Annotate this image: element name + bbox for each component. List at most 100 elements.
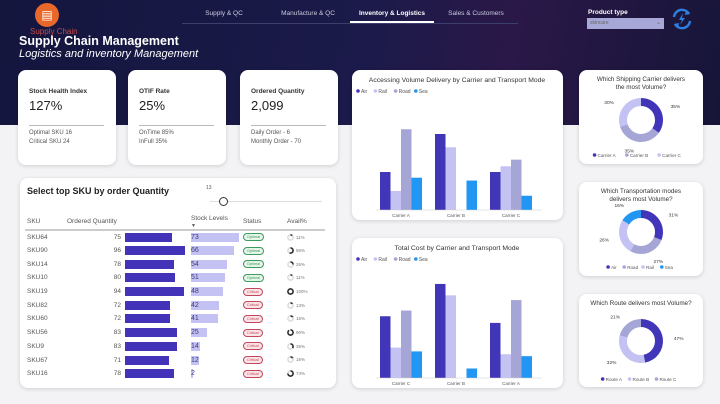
legend-label: Sea: [419, 89, 428, 95]
legend-label: Road: [399, 257, 411, 263]
col-avail[interactable]: Avail%: [287, 218, 307, 225]
avail-value: 13%: [296, 302, 306, 308]
donut-slice[interactable]: [641, 98, 663, 133]
slider-handle[interactable]: [219, 197, 228, 206]
bar[interactable]: [466, 368, 478, 379]
table-row[interactable]: SKU14 78 54 Optimal 26%: [25, 257, 325, 271]
legend-label: Rail: [378, 257, 387, 263]
table-row[interactable]: SKU64 75 73 Optimal 11%: [25, 230, 325, 244]
kpi-detail: Optimal SKU 16: [29, 130, 73, 136]
donut-slice[interactable]: [630, 237, 662, 254]
bar[interactable]: [380, 172, 391, 210]
legend-label: Route A: [606, 377, 623, 382]
legend-marker: [657, 153, 661, 157]
table-row[interactable]: SKU56 83 25 Critical 90%: [25, 326, 325, 340]
tab-supply-qc[interactable]: Supply & QC: [205, 10, 243, 17]
qty-cell: 72: [113, 301, 121, 309]
stock-bar: 48: [191, 287, 223, 297]
legend-marker: [393, 257, 398, 261]
bar[interactable]: [521, 195, 533, 210]
top-n-slider[interactable]: [210, 201, 322, 202]
qty-bar: [125, 300, 170, 310]
donut-slice[interactable]: [641, 210, 663, 241]
sort-desc-icon: ▼: [191, 222, 196, 229]
kpi-title: OTIF Rate: [139, 88, 170, 95]
kpi-detail: InFull 35%: [139, 139, 168, 145]
table-row[interactable]: SKU9 83 14 Critical 35%: [25, 340, 325, 354]
tab-manufacture-qc[interactable]: Manufacture & QC: [281, 10, 335, 17]
chart-title: Which Transportation modes delivers most …: [601, 188, 681, 203]
legend-marker: [414, 257, 418, 261]
kpi-detail: Daily Order - 6: [251, 130, 291, 136]
bar[interactable]: [411, 177, 423, 210]
sku-cell: SKU56: [27, 329, 48, 337]
bar[interactable]: [401, 310, 412, 378]
legend-label: Route B: [633, 377, 650, 382]
table-row[interactable]: SKU67 71 12 Critical 16%: [25, 353, 325, 367]
col-stock-levels-label: Stock Levels: [191, 214, 228, 222]
status-badge: Optimal: [243, 246, 265, 255]
product-type-dropdown[interactable]: skincare ⌄: [587, 18, 664, 29]
carrier-donut-chart: Which Shipping Carrier delivers the most …: [592, 76, 685, 158]
kpi-divider: [139, 125, 214, 126]
category-label: Carrier C: [392, 381, 411, 386]
status-badge: Critical: [243, 314, 263, 323]
sku-table-title: Select top SKU by order Quantity: [27, 186, 170, 196]
bar[interactable]: [500, 354, 512, 378]
donut-slice[interactable]: [622, 210, 641, 225]
product-type-label: Product type: [588, 9, 628, 16]
table-row[interactable]: SKU90 96 66 Optimal 56%: [25, 244, 325, 258]
legend-marker: [660, 265, 664, 269]
stock-bar: 14: [191, 341, 201, 351]
bar[interactable]: [521, 356, 533, 378]
legend-marker: [393, 89, 398, 93]
qty-cell: 83: [113, 342, 121, 350]
col-status[interactable]: Status: [243, 218, 262, 225]
avail-value: 35%: [296, 343, 306, 349]
legend-label: Road: [627, 265, 638, 270]
col-ordered-quantity[interactable]: Ordered Quantity: [67, 218, 117, 225]
qty-bar: [125, 369, 174, 379]
status-badge: Critical: [243, 342, 263, 351]
tab-sales-customers[interactable]: Sales & Customers: [448, 10, 504, 17]
bar[interactable]: [445, 295, 457, 378]
donut-slice[interactable]: [619, 98, 641, 127]
bar[interactable]: [401, 129, 412, 210]
bar[interactable]: [390, 191, 402, 210]
donut-slice[interactable]: [619, 220, 635, 252]
legend-marker: [356, 89, 360, 93]
col-sku[interactable]: SKU: [27, 218, 41, 225]
refresh-icon[interactable]: [669, 6, 695, 32]
col-stock-levels[interactable]: Stock Levels ▼: [189, 214, 241, 230]
kpi-card: Stock Health Index 127% Optimal SKU 16 C…: [18, 70, 116, 165]
sku-cell: SKU67: [27, 356, 48, 364]
bar[interactable]: [445, 147, 457, 210]
bar[interactable]: [511, 300, 522, 378]
tab-inventory-logistics[interactable]: Inventory & Logistics: [350, 6, 434, 23]
donut-slice[interactable]: [619, 335, 646, 363]
donut-slice[interactable]: [619, 319, 641, 338]
bar[interactable]: [380, 316, 391, 378]
bar[interactable]: [435, 283, 446, 378]
bar[interactable]: [500, 166, 512, 210]
table-row[interactable]: SKU19 94 48 Critical 100%: [25, 285, 325, 299]
cost-bar-chart: Total Cost by Carrier and Transport Mode…: [356, 245, 542, 386]
bar[interactable]: [511, 159, 522, 210]
bar[interactable]: [435, 134, 446, 210]
donut-slice[interactable]: [641, 319, 664, 363]
table-row[interactable]: SKU10 80 51 Optimal 11%: [25, 271, 325, 285]
bar[interactable]: [411, 351, 423, 378]
donut-slice[interactable]: [620, 124, 659, 142]
slice-label: 31%: [669, 213, 679, 219]
bar[interactable]: [490, 172, 501, 210]
bar[interactable]: [466, 180, 478, 210]
table-row[interactable]: SKU16 78 2 Critical 74%: [25, 367, 325, 381]
qty-cell: 83: [113, 329, 121, 337]
avail-value: 26%: [296, 261, 306, 267]
avail-pie-icon: [287, 260, 294, 268]
bar[interactable]: [390, 347, 402, 378]
table-row[interactable]: SKU60 72 41 Critical 16%: [25, 312, 325, 326]
sku-cell: SKU10: [27, 274, 48, 282]
table-row[interactable]: SKU82 72 42 Critical 13%: [25, 298, 325, 312]
bar[interactable]: [490, 322, 501, 378]
